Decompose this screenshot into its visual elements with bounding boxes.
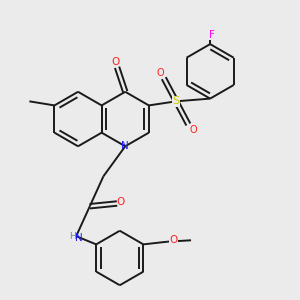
- Text: O: O: [157, 68, 164, 78]
- Text: N: N: [75, 233, 83, 243]
- Text: O: O: [189, 125, 197, 135]
- Text: O: O: [169, 235, 178, 245]
- Text: S: S: [172, 96, 180, 106]
- Text: F: F: [209, 30, 214, 40]
- Text: O: O: [117, 197, 125, 207]
- Text: O: O: [111, 57, 120, 67]
- Text: N: N: [122, 141, 129, 151]
- Text: H: H: [69, 232, 76, 241]
